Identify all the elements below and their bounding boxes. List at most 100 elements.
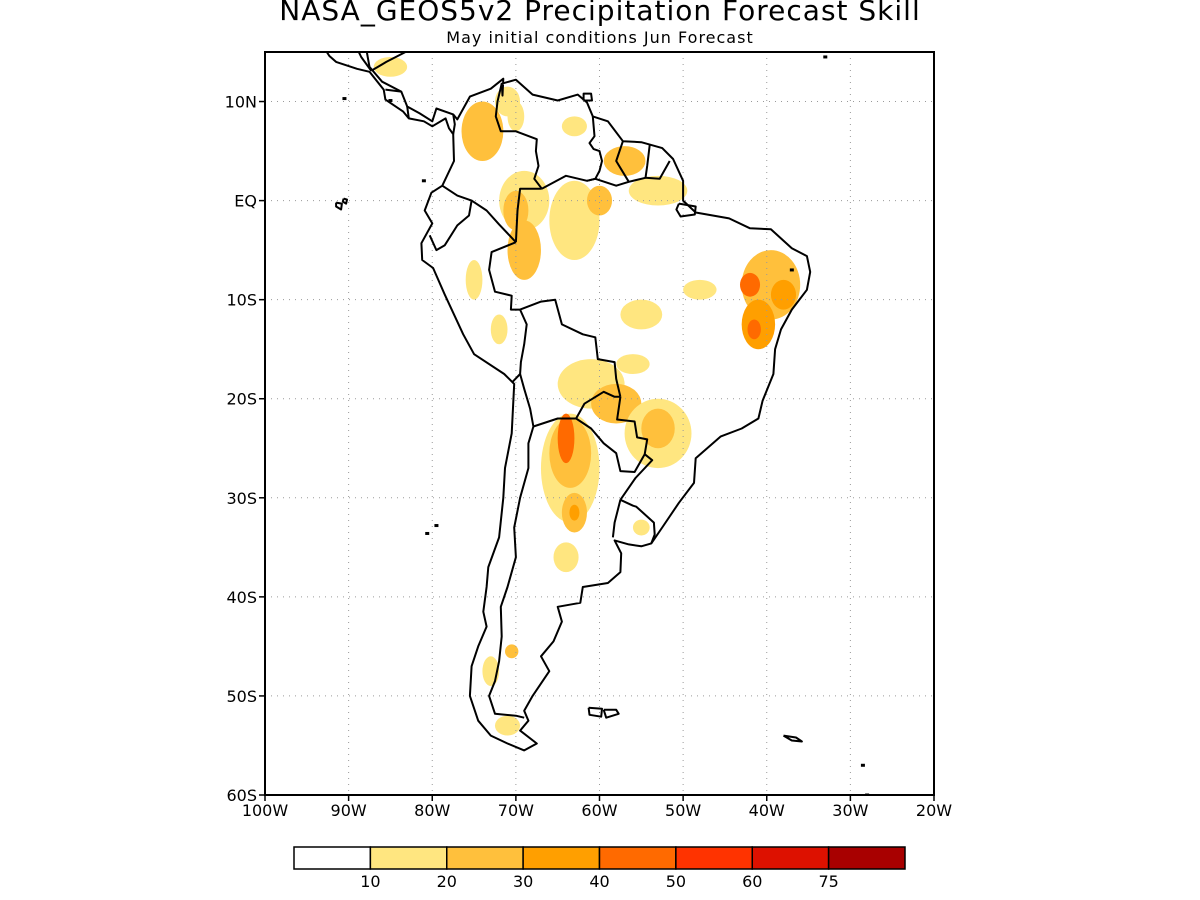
x-tick-label: 50W: [665, 801, 701, 820]
small-island: [434, 524, 439, 528]
skill-patch: [591, 383, 642, 424]
border-colombia-peru: [471, 199, 517, 243]
x-tick-label: 90W: [331, 801, 367, 820]
chart-title: NASA_GEOS5v2 Precipitation Forecast Skil…: [279, 0, 921, 27]
island-galapagos-2: [341, 197, 348, 205]
colorbar-label: 75: [818, 872, 838, 891]
skill-patch: [561, 116, 587, 137]
border-bolivia-brazil: [519, 298, 622, 398]
skill-patch: [557, 413, 575, 464]
small-island: [342, 97, 347, 101]
skill-shading-layer: [373, 56, 801, 736]
skill-patch: [632, 519, 650, 536]
border-panama-costa-rica: [406, 106, 410, 119]
gulf-top: [331, 52, 333, 53]
skill-patch: [747, 319, 761, 340]
border-chile-bolivia-argentina: [488, 373, 535, 719]
colorbar-label: 40: [589, 872, 609, 891]
small-island: [421, 179, 426, 183]
skill-patch: [586, 185, 613, 216]
island-galapagos-1: [335, 201, 343, 211]
skill-patch: [553, 542, 579, 573]
colorbar-swatch: [446, 846, 524, 870]
colorbar-swatch: [675, 846, 753, 870]
skill-patch: [494, 715, 521, 736]
y-tick-label: 10S: [226, 291, 257, 310]
island-falklands-e: [602, 708, 620, 719]
border-guyana-suriname: [615, 140, 630, 183]
x-tick-label: 60W: [581, 801, 617, 820]
skill-patch: [465, 260, 483, 300]
skill-patch: [603, 146, 646, 176]
colorbar-swatch: [751, 846, 830, 870]
skill-patch: [507, 101, 525, 132]
x-tick-label: 70W: [498, 801, 534, 820]
chart-subtitle: May initial conditions Jun Forecast: [446, 28, 754, 47]
border-brazil-north: [541, 174, 646, 190]
island-south-georgia: [782, 734, 803, 743]
colorbar-swatch: [293, 846, 372, 870]
small-island: [823, 55, 828, 59]
border-costa-rica: [385, 88, 402, 93]
x-tick-label: 30W: [832, 801, 868, 820]
skill-patch: [620, 299, 663, 330]
colorbar-swatch: [369, 846, 448, 870]
x-tick-label: 40W: [749, 801, 785, 820]
small-island: [593, 41, 597, 44]
skill-patch: [549, 180, 600, 261]
skill-patch: [770, 279, 797, 310]
border-honduras: [357, 52, 373, 72]
island-marajo: [675, 202, 697, 218]
border-colombia-venezuela: [494, 83, 543, 190]
colorbar-label: 50: [666, 872, 686, 891]
y-tick-label: 30S: [226, 489, 257, 508]
x-tick-label: 100W: [242, 801, 289, 820]
y-tick-label: EQ: [234, 192, 257, 211]
small-island: [388, 99, 393, 103]
map-frame: [264, 51, 935, 796]
skill-patch: [628, 175, 688, 206]
border-panama-colombia: [452, 114, 456, 135]
y-tick-label: 10N: [225, 93, 257, 112]
border-uruguay-argentina: [611, 499, 622, 538]
skill-patch: [569, 504, 580, 521]
skill-patch: [503, 190, 529, 231]
x-tick-label: 80W: [414, 801, 450, 820]
colorbar-label: 30: [513, 872, 533, 891]
border-uruguay: [619, 498, 656, 544]
skill-patch: [739, 272, 761, 297]
skill-patch: [490, 314, 508, 345]
skill-patch: [683, 279, 717, 300]
gridlines: [265, 52, 934, 795]
colorbar: 10 20 30 40 50 60 75: [293, 846, 906, 891]
border-peru-brazil: [488, 241, 521, 311]
y-tick-label: 40S: [226, 588, 257, 607]
border-peru-bolivia-chile: [511, 309, 528, 383]
border-argentina-brazil: [619, 453, 654, 501]
colorbar-swatch: [827, 846, 906, 870]
skill-patch: [461, 101, 504, 161]
skill-patch: [616, 354, 650, 374]
small-island: [789, 268, 794, 272]
island-falklands-w: [587, 706, 603, 718]
skill-patch: [373, 56, 408, 77]
border-colombia-brazil: [514, 187, 542, 243]
coastline-layer: [325, 41, 870, 795]
island-trinidad: [582, 92, 593, 102]
border-ecuador: [428, 184, 473, 252]
colorbar-label: 10: [360, 872, 380, 891]
y-tick-label: 20S: [226, 390, 257, 409]
skill-patch: [505, 644, 519, 659]
border-paraguay: [575, 396, 649, 473]
colorbar-swatch: [598, 846, 677, 870]
skill-patch: [507, 220, 541, 280]
colorbar-label: 60: [742, 872, 762, 891]
border-venezuela-guyana: [586, 116, 603, 182]
border-bolivia-argentina-paraguay: [533, 390, 621, 428]
small-island: [860, 763, 865, 767]
colorbar-label: 20: [437, 872, 457, 891]
axis-labels: 100W 90W 80W 70W 60W 50W 40W 30W 20W 10N EQ 10S 20S 3…: [225, 93, 953, 820]
border-suriname-guiana: [644, 144, 671, 180]
y-tick-label: 60S: [226, 786, 257, 805]
